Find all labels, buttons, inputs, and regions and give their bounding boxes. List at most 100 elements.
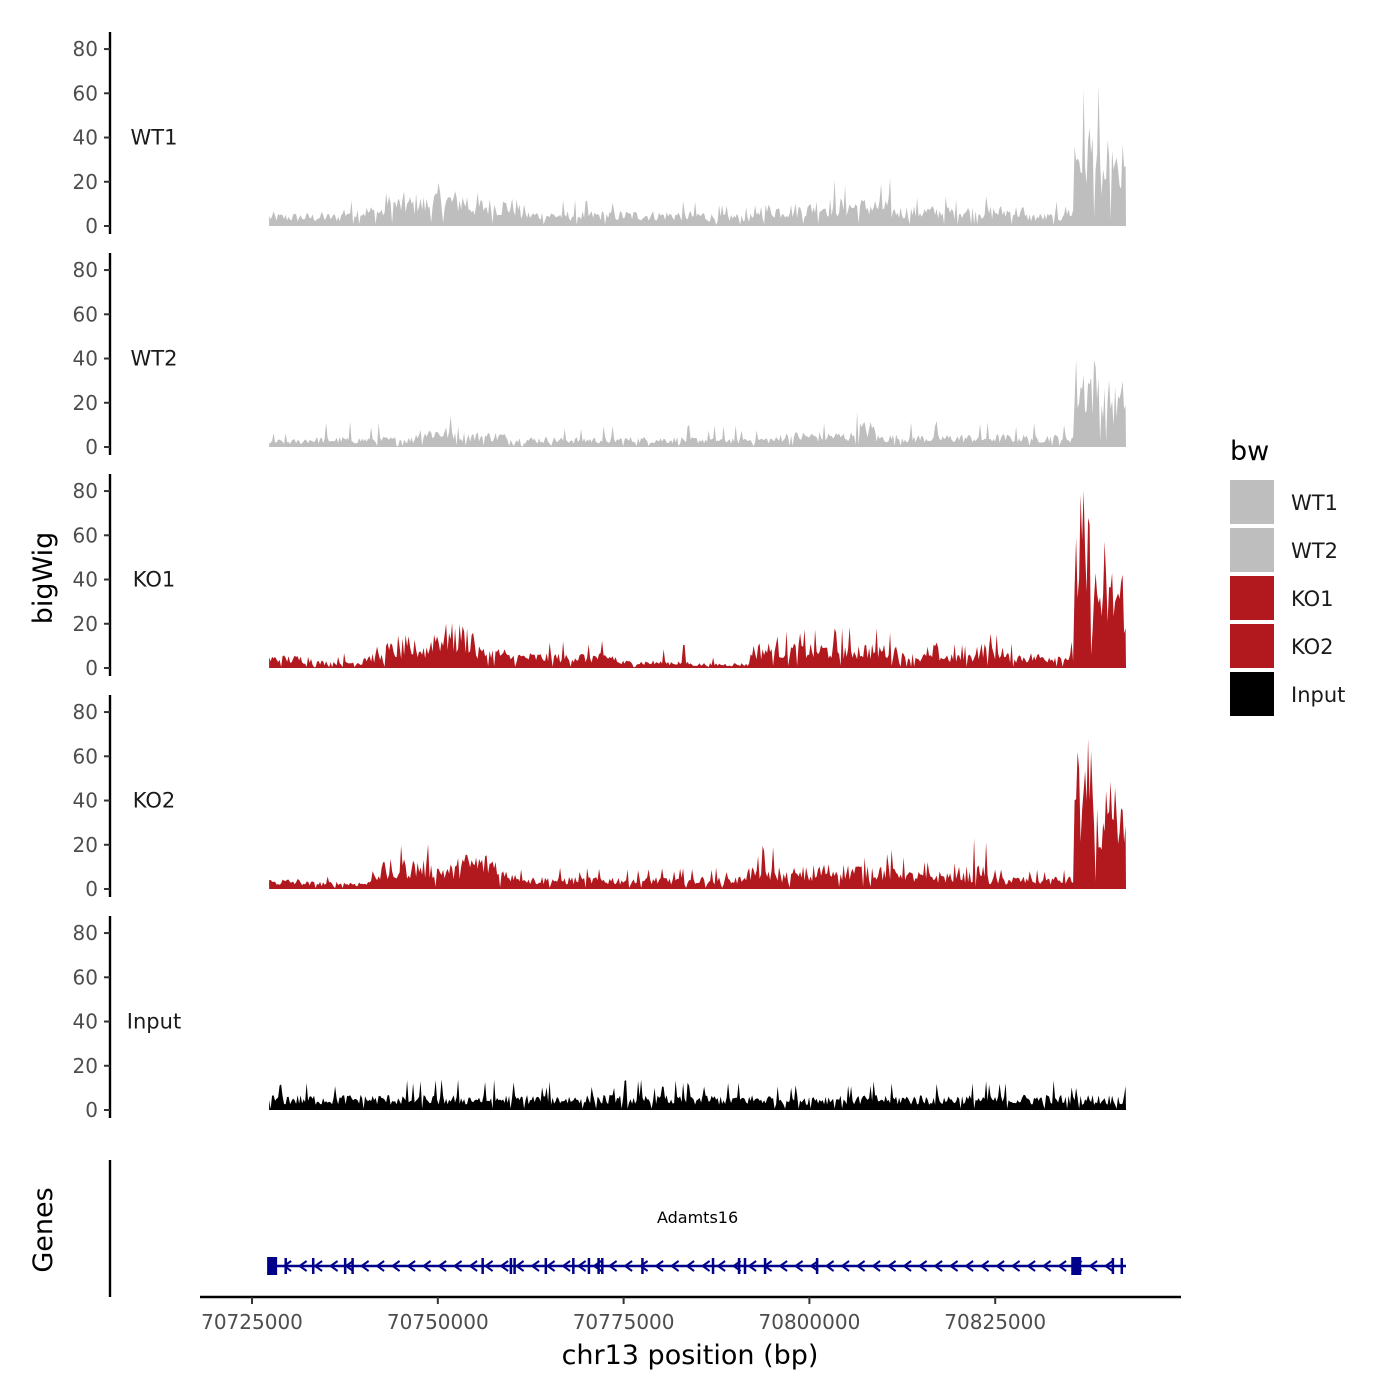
genes-axis-title: Genes (28, 1187, 59, 1272)
strand-arrow (607, 1260, 618, 1272)
y-axis-title: bigWig (28, 532, 59, 625)
y-tick-label: 0 (85, 435, 98, 459)
strand-arrow (1041, 1260, 1052, 1272)
y-tick-label: 60 (73, 965, 98, 989)
track-wt2: 0 20 40 60 80 WT2 (73, 253, 1127, 459)
track-input: 0 20 40 60 80 Input (73, 916, 1127, 1122)
strand-arrow (716, 1260, 726, 1272)
strand-arrow (530, 1260, 540, 1272)
strand-arrow (654, 1260, 664, 1272)
strand-arrow (979, 1260, 990, 1272)
track-label: Input (127, 1010, 181, 1034)
coverage-area-wt2 (269, 359, 1127, 447)
gene-exon (481, 1258, 484, 1274)
legend-swatch-ko1 (1230, 576, 1274, 620)
track-ko1: 0 20 40 60 80 KO1 (73, 474, 1127, 680)
strand-arrow (545, 1260, 556, 1272)
gene-exon (513, 1258, 516, 1274)
strand-arrow (747, 1260, 757, 1272)
y-tick-label: 40 (73, 126, 98, 150)
x-tick-label: 70825000 (944, 1310, 1046, 1334)
strand-arrow (948, 1260, 959, 1272)
track-ko2: 0 20 40 60 80 KO2 (73, 695, 1127, 901)
y-tick-label: 60 (73, 302, 98, 326)
strand-arrow (964, 1260, 974, 1272)
coverage-area-input (269, 1079, 1127, 1110)
strand-arrow (437, 1260, 447, 1272)
gene-exon (601, 1258, 604, 1274)
strand-arrow (1010, 1260, 1021, 1272)
strand-arrow (452, 1260, 463, 1272)
gene-exon (509, 1258, 513, 1274)
strand-arrow (468, 1260, 478, 1272)
legend-swatch-input (1230, 672, 1274, 716)
gene-exon (763, 1258, 767, 1274)
gene-exon (1120, 1258, 1124, 1274)
gene-exon (711, 1258, 715, 1274)
gene-exon (587, 1258, 591, 1274)
y-tick-label: 20 (73, 391, 98, 415)
strand-arrow (685, 1260, 695, 1272)
legend-label: Input (1291, 683, 1345, 707)
y-tick-label: 80 (73, 921, 98, 945)
y-tick-label: 80 (73, 479, 98, 503)
y-tick-label: 0 (85, 1098, 98, 1122)
gene-exon (544, 1258, 548, 1274)
gene-exon (284, 1258, 287, 1274)
legend-swatch-wt2 (1230, 528, 1274, 572)
strand-arrow (809, 1260, 819, 1272)
legend-label: WT2 (1291, 539, 1338, 563)
coverage-area-ko2 (269, 739, 1127, 889)
gene-exon (343, 1258, 347, 1274)
gene-exon (597, 1258, 600, 1274)
gene-exon (267, 1257, 278, 1275)
y-tick-label: 80 (73, 37, 98, 61)
legend-label: KO1 (1291, 587, 1334, 611)
y-tick-label: 40 (73, 568, 98, 592)
x-tick-label: 70750000 (387, 1310, 489, 1334)
track-label: KO2 (133, 789, 176, 813)
strand-arrow (1057, 1260, 1067, 1272)
strand-arrow (840, 1260, 850, 1272)
track-label: KO1 (133, 568, 176, 592)
strand-arrow (328, 1260, 339, 1272)
gene-exon (641, 1258, 644, 1274)
strand-arrow (561, 1260, 571, 1272)
x-tick-label: 70775000 (573, 1310, 675, 1334)
gene-exon (351, 1258, 354, 1274)
y-tick-label: 40 (73, 347, 98, 371)
y-tick-label: 0 (85, 877, 98, 901)
strand-arrow (576, 1260, 587, 1272)
legend-label: WT1 (1291, 491, 1338, 515)
track-label: WT2 (131, 347, 178, 371)
coverage-area-ko1 (269, 490, 1127, 668)
strand-arrow (313, 1260, 323, 1272)
y-tick-label: 0 (85, 656, 98, 680)
track-wt1: 0 20 40 60 80 WT1 (73, 32, 1127, 238)
y-tick-label: 20 (73, 1054, 98, 1078)
strand-arrow (390, 1260, 401, 1272)
gene-exon (1071, 1257, 1082, 1275)
strand-arrow (933, 1260, 943, 1272)
strand-arrow (1026, 1260, 1036, 1272)
gene-model: Adamts16 (267, 1208, 1127, 1275)
y-tick-label: 40 (73, 1010, 98, 1034)
gene-name-label: Adamts16 (657, 1208, 738, 1227)
y-tick-label: 40 (73, 789, 98, 813)
strand-arrow (499, 1260, 509, 1272)
strand-arrow (669, 1260, 680, 1272)
legend-label: KO2 (1291, 635, 1334, 659)
legend-swatch-wt1 (1230, 480, 1274, 524)
y-tick-label: 60 (73, 744, 98, 768)
strand-arrow (638, 1260, 649, 1272)
gene-exon (743, 1258, 747, 1274)
gene-exon (1111, 1258, 1115, 1274)
strand-arrow (995, 1260, 1005, 1272)
y-tick-label: 0 (85, 214, 98, 238)
x-axis-title: chr13 position (bp) (562, 1340, 819, 1371)
coverage-area-wt1 (269, 84, 1127, 227)
strand-arrow (623, 1260, 633, 1272)
x-tick-label: 70800000 (759, 1310, 861, 1334)
gene-exon (815, 1258, 819, 1274)
